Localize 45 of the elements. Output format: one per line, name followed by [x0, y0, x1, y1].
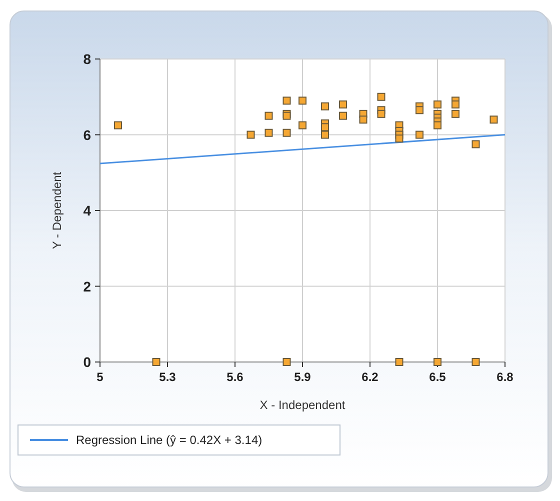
point: [395, 358, 404, 366]
x-tick-label: 6.5: [429, 370, 446, 384]
y-tick-label: 6: [83, 126, 92, 143]
point: [321, 102, 329, 110]
point: [472, 358, 480, 366]
y-tick-label: 0: [83, 354, 92, 370]
point: [377, 92, 386, 101]
point: [434, 100, 442, 108]
point: [282, 96, 291, 105]
x-axis-title: X - Independent: [260, 398, 346, 412]
point: [246, 130, 255, 139]
point: [339, 112, 347, 120]
point: [282, 128, 291, 137]
point: [282, 358, 291, 366]
point: [321, 130, 329, 139]
point: [434, 121, 442, 130]
y-tick-label: 2: [83, 278, 92, 294]
point: [452, 100, 460, 108]
point: [377, 110, 386, 118]
point: [298, 121, 306, 130]
point: [264, 128, 273, 137]
point: [114, 121, 122, 130]
point: [490, 116, 498, 124]
x-tick-label: 6.8: [496, 370, 514, 384]
point: [434, 358, 442, 366]
point: [416, 130, 424, 139]
x-tick-label: 5.9: [294, 370, 312, 384]
y-axis-title: Y - Dependent: [50, 171, 64, 250]
point: [298, 96, 306, 105]
y-tick-label: 8: [83, 51, 92, 67]
x-tick-label: 5.3: [159, 370, 176, 384]
legend-label: Regression Line (ŷ = 0.42X + 3.14): [76, 433, 262, 447]
point: [339, 100, 347, 108]
point: [395, 134, 404, 143]
point: [264, 112, 273, 120]
y-tick-label: 4: [83, 202, 92, 218]
point: [452, 110, 460, 118]
point: [359, 116, 368, 124]
x-tick-label: 6.2: [362, 370, 379, 384]
point: [321, 123, 329, 132]
x-tick-label: 5.6: [226, 370, 244, 384]
point: [472, 140, 480, 148]
point: [416, 106, 424, 114]
point: [152, 358, 160, 366]
x-tick-label: 5: [96, 370, 104, 384]
